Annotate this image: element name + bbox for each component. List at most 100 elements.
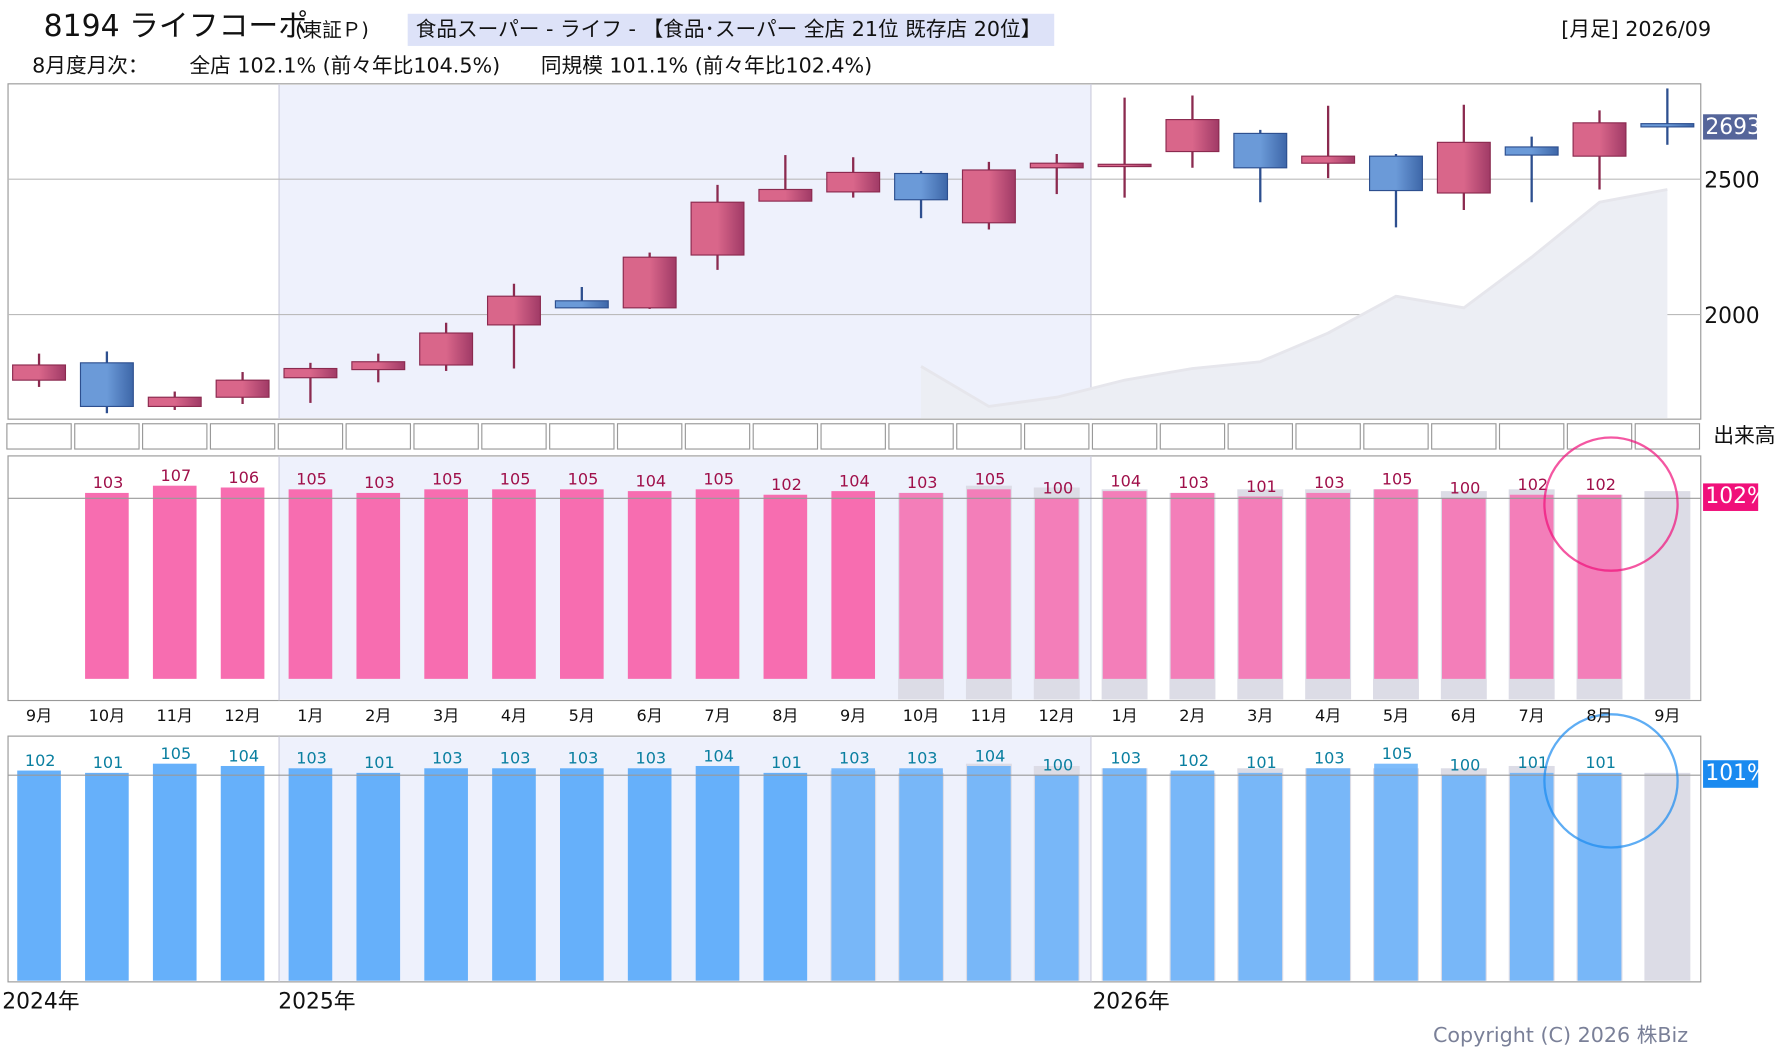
candle-body: [758, 188, 813, 202]
candle-body: [1233, 132, 1288, 169]
volume-cell: [1227, 423, 1294, 450]
bar: [1509, 494, 1554, 679]
x-tick-label: 3月: [433, 706, 459, 725]
market: (東証Ｐ): [295, 19, 369, 42]
value-label: 103: [1314, 473, 1345, 492]
bar: [288, 768, 333, 981]
volume-cell: [1295, 423, 1361, 450]
volume-cell: [1091, 423, 1158, 450]
volume-label: 出来高: [1713, 423, 1775, 447]
bar: [1238, 772, 1283, 981]
prior-area: [921, 189, 1668, 419]
x-tick-label: 12月: [1038, 706, 1075, 725]
x-tick-label: 1月: [1111, 706, 1137, 725]
candle-body: [894, 172, 949, 201]
value-label: 103: [364, 473, 395, 492]
volume-cell: [820, 423, 886, 450]
year-shade: [279, 457, 1091, 700]
candle-body: [690, 201, 745, 256]
bar: [85, 492, 129, 679]
bar: [1374, 763, 1418, 981]
volume-cell: [6, 423, 72, 450]
candle-body: [1029, 162, 1084, 169]
value-label: 101: [1585, 753, 1616, 772]
highlight-ring: [1543, 436, 1679, 572]
value-label: 100: [1450, 755, 1481, 774]
volume-cell: [1498, 423, 1565, 450]
bar: [220, 487, 265, 679]
value-label: 102: [25, 751, 56, 770]
bar: [695, 489, 740, 679]
value-label: 103: [296, 749, 327, 768]
candle-body: [215, 379, 270, 398]
x-tick-label: 11月: [971, 706, 1008, 725]
value-label: 105: [1382, 744, 1413, 763]
bar: [1170, 492, 1215, 679]
x-tick-label: 11月: [156, 706, 193, 725]
code-name: 8194 ライフコーポ: [44, 9, 309, 44]
x-tick-label: 5月: [1383, 706, 1409, 725]
value-label: 106: [228, 468, 259, 487]
volume-cell: [1159, 423, 1226, 450]
year-shade: [279, 84, 1091, 419]
candle-body: [1368, 155, 1423, 192]
candle-body: [961, 169, 1016, 224]
bar: [1034, 498, 1079, 679]
prior-bar: [1644, 772, 1691, 981]
x-tick-label: 6月: [1451, 706, 1477, 725]
value-label: 105: [1382, 470, 1413, 489]
value-label: 104: [635, 471, 666, 490]
candle-body: [1301, 155, 1356, 164]
latest-badge: [1703, 760, 1759, 788]
volume-cell: [413, 423, 479, 450]
candle-body: [622, 256, 677, 309]
bar: [1306, 492, 1350, 679]
copyright: Copyright (C) 2026 株Biz: [1433, 1023, 1688, 1047]
candle-body: [12, 364, 67, 381]
value-label: 103: [432, 749, 463, 768]
bar: [288, 489, 333, 679]
value-label: 103: [1110, 749, 1141, 768]
volume-cell: [277, 423, 344, 450]
candle-body: [283, 367, 338, 379]
bar: [967, 765, 1011, 981]
value-label: 105: [568, 470, 599, 489]
volume-cell: [549, 423, 615, 450]
value-label: 102: [771, 475, 802, 494]
bar: [831, 491, 876, 679]
year-label: 2025年: [278, 990, 355, 1015]
value-label: 105: [500, 470, 531, 489]
candle-body: [419, 332, 474, 366]
candle-body: [1572, 122, 1627, 157]
volume-cell: [209, 423, 276, 450]
value-label: 105: [296, 470, 327, 489]
bar: [763, 772, 808, 981]
candle-body: [1504, 146, 1559, 156]
candle-body: [351, 361, 406, 371]
value-label: 101: [1246, 477, 1277, 496]
value-label: 103: [1178, 473, 1209, 492]
value-label: 107: [161, 466, 192, 485]
volume-cell: [1363, 423, 1429, 450]
volume-cell: [345, 423, 412, 450]
bar: [967, 489, 1011, 679]
value-label: 103: [93, 473, 124, 492]
value-label: 102: [1585, 475, 1616, 494]
x-tick-label: 10月: [903, 706, 940, 725]
x-tick-label: 10月: [89, 706, 126, 725]
bar: [627, 768, 672, 981]
value-label: 104: [228, 746, 259, 765]
x-tick-label: 4月: [501, 706, 527, 725]
volume-cell: [1566, 423, 1633, 450]
x-tick-label: 9月: [1654, 706, 1680, 725]
volume-cell: [616, 423, 683, 450]
candle-body: [1436, 141, 1491, 194]
latest-label: 101%: [1705, 761, 1767, 786]
value-label: 101: [771, 753, 802, 772]
x-tick-label: 9月: [840, 706, 866, 725]
period: [月足] 2026/09: [1561, 17, 1711, 41]
industry: 食品スーパー - ライフ - 【食品･スーパー 全店 21位 既存店 20位】: [416, 17, 1042, 41]
value-label: 101: [1246, 753, 1277, 772]
y-tick-label: 2000: [1704, 304, 1759, 329]
bar: [1102, 491, 1147, 679]
